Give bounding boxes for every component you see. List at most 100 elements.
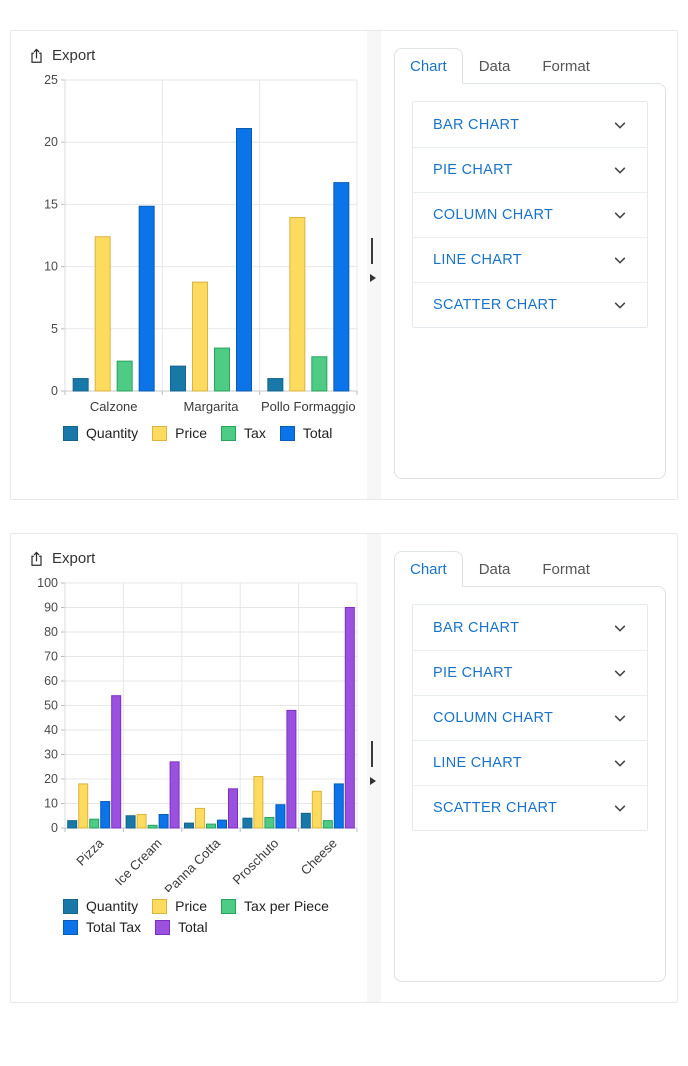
svg-text:15: 15 xyxy=(44,197,58,211)
tab-chart[interactable]: Chart xyxy=(394,551,463,587)
tab-format[interactable]: Format xyxy=(542,561,590,578)
svg-text:Pizza: Pizza xyxy=(73,835,107,869)
svg-text:0: 0 xyxy=(51,384,58,398)
svg-text:70: 70 xyxy=(44,650,58,664)
chevron-down-icon xyxy=(613,801,627,815)
accordion-item-pie-chart[interactable]: PIE CHART xyxy=(413,650,647,695)
tab-content: BAR CHART PIE CHART COLUMN CHART LINE CHART… xyxy=(394,83,666,479)
export-label: Export xyxy=(52,47,96,64)
svg-text:10: 10 xyxy=(44,797,58,811)
tab-data[interactable]: Data xyxy=(478,561,511,578)
svg-text:10: 10 xyxy=(44,260,58,274)
svg-text:80: 80 xyxy=(44,625,58,639)
accordion-item-label: SCATTER CHART xyxy=(433,297,558,313)
chevron-down-icon xyxy=(613,253,627,267)
chart-area: Export 0 5 10 15 20 25 Calzone Margarita Pollo F… xyxy=(11,31,367,499)
chart-legend: Quantity Price Tax per Piece Total Tax Total xyxy=(63,898,357,935)
tab-content: BAR CHART PIE CHART COLUMN CHART LINE CHART… xyxy=(394,586,666,982)
svg-text:20: 20 xyxy=(44,135,58,149)
settings-panel: Chart Data Format BAR CHART PIE CHART COLUMN… xyxy=(381,534,677,1002)
splitter-handle-icon[interactable] xyxy=(371,238,373,264)
legend-label: Price xyxy=(175,425,208,441)
svg-text:Calzone: Calzone xyxy=(90,399,138,414)
legend-item-price[interactable]: Price xyxy=(152,425,207,441)
tab-format[interactable]: Format xyxy=(542,58,590,75)
svg-text:0: 0 xyxy=(51,821,58,835)
legend-item-tax-per-piece[interactable]: Tax per Piece xyxy=(221,898,329,914)
legend-swatch xyxy=(63,425,78,441)
legend-label: Quantity xyxy=(86,425,139,441)
export-button[interactable]: Export xyxy=(29,47,95,64)
svg-text:Margarita: Margarita xyxy=(184,399,240,414)
export-button[interactable]: Export xyxy=(29,550,95,567)
chevron-down-icon xyxy=(613,666,627,680)
export-icon xyxy=(31,551,42,566)
tab-chart[interactable]: Chart xyxy=(394,48,463,84)
svg-text:Cheese: Cheese xyxy=(298,836,340,878)
legend-label: Total xyxy=(302,425,333,441)
chart-legend: Quantity Price Tax Total xyxy=(63,425,357,441)
legend-item-quantity[interactable]: Quantity xyxy=(63,898,138,914)
legend-item-total-tax[interactable]: Total Tax xyxy=(63,919,141,935)
splitter[interactable] xyxy=(367,31,381,499)
legend-item-total[interactable]: Total xyxy=(279,425,333,441)
tab-bar: Chart Data Format xyxy=(394,48,666,84)
chevron-down-icon xyxy=(613,756,627,770)
export-icon xyxy=(31,48,42,63)
accordion-item-label: LINE CHART xyxy=(433,252,522,268)
legend-label: Quantity xyxy=(86,898,139,914)
chart-panel: Export 0 10 20 30 40 50 60 70 80 90 100 Pizza Ice Cr… xyxy=(10,533,678,1003)
svg-text:40: 40 xyxy=(44,723,58,737)
accordion-item-label: BAR CHART xyxy=(433,116,520,133)
chart-panel: Export 0 5 10 15 20 25 Calzone Margarita Pollo F… xyxy=(10,30,678,500)
page-root: Export 0 5 10 15 20 25 Calzone Margarita Pollo F… xyxy=(0,30,688,1003)
accordion-item-bar-chart[interactable]: BAR CHART xyxy=(413,605,647,650)
accordion-item-pie-chart[interactable]: PIE CHART xyxy=(413,147,647,192)
legend-item-total[interactable]: Total xyxy=(155,919,208,935)
splitter-handle-icon[interactable] xyxy=(371,741,373,767)
legend-label: Total Tax xyxy=(86,919,141,935)
splitter-collapse-icon[interactable] xyxy=(370,274,376,282)
legend-swatch xyxy=(152,898,168,914)
legend-label: Total xyxy=(178,919,208,935)
chevron-down-icon xyxy=(613,711,627,725)
tab-bar: Chart Data Format xyxy=(394,551,666,587)
legend-label: Price xyxy=(175,898,208,914)
tab-data[interactable]: Data xyxy=(478,58,511,75)
splitter-collapse-icon[interactable] xyxy=(370,777,376,785)
chart-type-accordion: BAR CHART PIE CHART COLUMN CHART LINE CHART… xyxy=(412,604,648,831)
chevron-down-icon xyxy=(613,163,627,177)
accordion-item-column-chart[interactable]: COLUMN CHART xyxy=(413,695,647,740)
chevron-down-icon xyxy=(613,118,627,132)
legend-label: Tax xyxy=(244,425,266,441)
legend-item-tax[interactable]: Tax xyxy=(221,425,266,441)
chart-type-accordion: BAR CHART PIE CHART COLUMN CHART LINE CHART… xyxy=(412,101,648,328)
legend-item-price[interactable]: Price xyxy=(152,898,207,914)
chevron-down-icon xyxy=(613,621,627,635)
svg-text:60: 60 xyxy=(44,674,58,688)
svg-text:50: 50 xyxy=(44,699,58,713)
bar-chart: 0 5 10 15 20 25 Calzone Margarita Pollo Formaggi… xyxy=(44,74,358,414)
accordion-item-scatter-chart[interactable]: SCATTER CHART xyxy=(413,785,647,830)
svg-text:20: 20 xyxy=(44,772,58,786)
legend-item-quantity[interactable]: Quantity xyxy=(63,425,138,441)
chart-area: Export 0 10 20 30 40 50 60 70 80 90 100 Pizza Ice Cr… xyxy=(11,534,367,1002)
bar-chart: 0 10 20 30 40 50 60 70 80 90 100 Pizza Ice CreamPann… xyxy=(37,577,358,892)
legend-label: Tax per Piece xyxy=(244,898,329,914)
accordion-item-label: PIE CHART xyxy=(433,162,513,178)
settings-panel: Chart Data Format BAR CHART PIE CHART COLUMN… xyxy=(381,31,677,499)
svg-text:Ice Cream: Ice Cream xyxy=(112,836,165,889)
legend-swatch xyxy=(221,425,237,441)
accordion-item-scatter-chart[interactable]: SCATTER CHART xyxy=(413,282,647,327)
accordion-item-line-chart[interactable]: LINE CHART xyxy=(413,740,647,785)
svg-text:Pollo Formaggio: Pollo Formaggio xyxy=(261,399,356,414)
accordion-item-label: COLUMN CHART xyxy=(433,207,554,223)
accordion-item-line-chart[interactable]: LINE CHART xyxy=(413,237,647,282)
legend-swatch xyxy=(63,919,78,935)
accordion-item-label: PIE CHART xyxy=(433,665,513,681)
accordion-item-column-chart[interactable]: COLUMN CHART xyxy=(413,192,647,237)
splitter[interactable] xyxy=(367,534,381,1002)
accordion-item-bar-chart[interactable]: BAR CHART xyxy=(413,102,647,147)
legend-swatch xyxy=(155,919,170,935)
legend-swatch xyxy=(279,425,295,441)
